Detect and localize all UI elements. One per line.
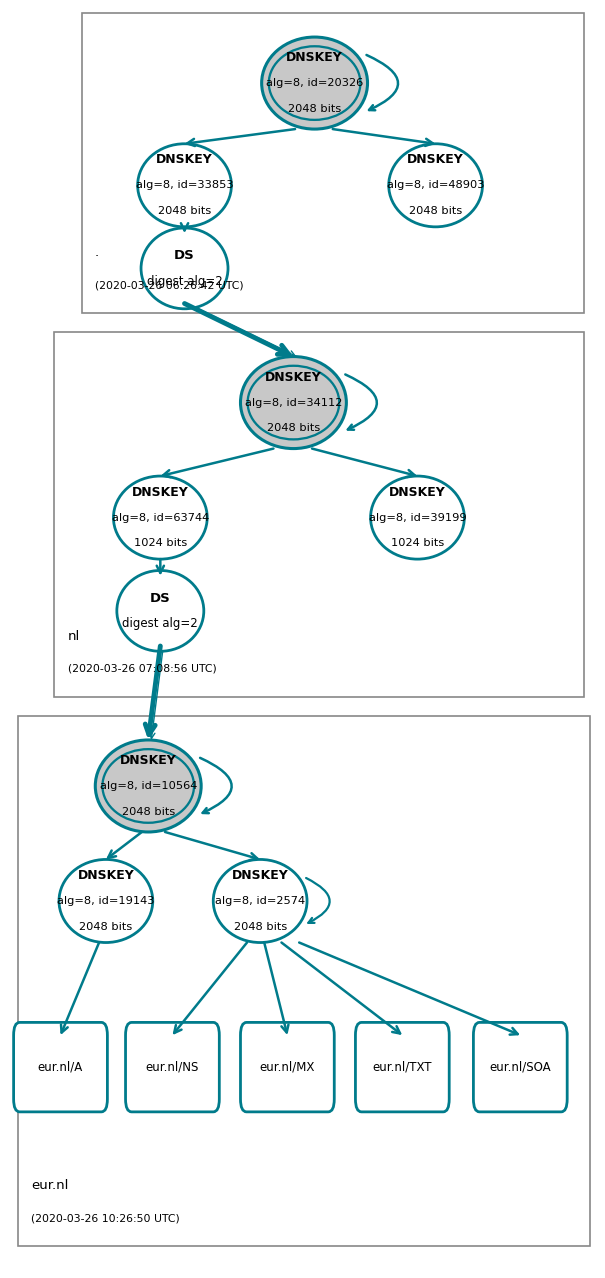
FancyBboxPatch shape <box>356 1022 449 1112</box>
Text: alg=8, id=63744: alg=8, id=63744 <box>112 512 209 523</box>
Text: alg=8, id=39199: alg=8, id=39199 <box>368 512 466 523</box>
Ellipse shape <box>95 740 201 832</box>
Text: 2048 bits: 2048 bits <box>267 423 320 433</box>
Text: alg=8, id=48903: alg=8, id=48903 <box>387 180 485 190</box>
Text: 1024 bits: 1024 bits <box>391 538 444 548</box>
FancyBboxPatch shape <box>125 1022 219 1112</box>
FancyBboxPatch shape <box>13 1022 107 1112</box>
Text: DNSKEY: DNSKEY <box>265 371 322 383</box>
Text: alg=8, id=10564: alg=8, id=10564 <box>100 781 197 791</box>
Text: alg=8, id=20326: alg=8, id=20326 <box>266 78 363 88</box>
Ellipse shape <box>262 37 368 129</box>
Text: .: . <box>95 247 99 259</box>
Text: alg=8, id=2574: alg=8, id=2574 <box>215 896 305 906</box>
FancyBboxPatch shape <box>240 1022 334 1112</box>
Text: eur.nl/TXT: eur.nl/TXT <box>373 1061 432 1074</box>
Ellipse shape <box>137 143 231 227</box>
Ellipse shape <box>59 859 152 943</box>
Text: 2048 bits: 2048 bits <box>234 921 287 932</box>
Text: DNSKEY: DNSKEY <box>232 869 289 882</box>
Text: eur.nl/NS: eur.nl/NS <box>146 1061 199 1074</box>
Text: alg=8, id=34112: alg=8, id=34112 <box>245 397 342 408</box>
Text: DNSKEY: DNSKEY <box>286 51 343 64</box>
Text: digest alg=2: digest alg=2 <box>146 275 223 288</box>
Ellipse shape <box>388 143 482 227</box>
Text: 2048 bits: 2048 bits <box>122 806 175 817</box>
Ellipse shape <box>102 749 194 823</box>
Bar <box>82 13 584 313</box>
Text: 2048 bits: 2048 bits <box>79 921 132 932</box>
Text: (2020-03-26 06:26:42 UTC): (2020-03-26 06:26:42 UTC) <box>95 280 244 290</box>
Text: 2048 bits: 2048 bits <box>158 206 211 216</box>
Text: DNSKEY: DNSKEY <box>389 486 446 498</box>
Ellipse shape <box>117 570 204 652</box>
Text: 2048 bits: 2048 bits <box>409 206 462 216</box>
Bar <box>54 332 584 697</box>
Text: eur.nl/A: eur.nl/A <box>38 1061 83 1074</box>
Text: alg=8, id=19143: alg=8, id=19143 <box>57 896 155 906</box>
Text: DS: DS <box>150 592 171 604</box>
Text: nl: nl <box>68 630 80 643</box>
Ellipse shape <box>114 477 208 560</box>
Ellipse shape <box>247 366 339 440</box>
Text: digest alg=2: digest alg=2 <box>122 617 198 630</box>
Bar <box>18 716 590 1246</box>
FancyBboxPatch shape <box>473 1022 567 1112</box>
Ellipse shape <box>370 477 465 560</box>
Text: (2020-03-26 07:08:56 UTC): (2020-03-26 07:08:56 UTC) <box>68 663 217 674</box>
Ellipse shape <box>141 227 228 309</box>
Text: DNSKEY: DNSKEY <box>132 486 189 498</box>
Text: alg=8, id=33853: alg=8, id=33853 <box>136 180 234 190</box>
Ellipse shape <box>269 46 361 120</box>
Text: (2020-03-26 10:26:50 UTC): (2020-03-26 10:26:50 UTC) <box>31 1213 180 1223</box>
Text: DNSKEY: DNSKEY <box>77 869 134 882</box>
Text: eur.nl/MX: eur.nl/MX <box>260 1061 315 1074</box>
Text: eur.nl: eur.nl <box>31 1180 69 1192</box>
Text: eur.nl/SOA: eur.nl/SOA <box>489 1061 551 1074</box>
Text: DNSKEY: DNSKEY <box>120 754 177 767</box>
Ellipse shape <box>241 357 346 449</box>
Text: 2048 bits: 2048 bits <box>288 104 341 114</box>
Text: 1024 bits: 1024 bits <box>134 538 187 548</box>
Ellipse shape <box>213 859 307 943</box>
Text: DNSKEY: DNSKEY <box>156 153 213 166</box>
Text: DNSKEY: DNSKEY <box>407 153 464 166</box>
Text: DS: DS <box>174 249 195 262</box>
